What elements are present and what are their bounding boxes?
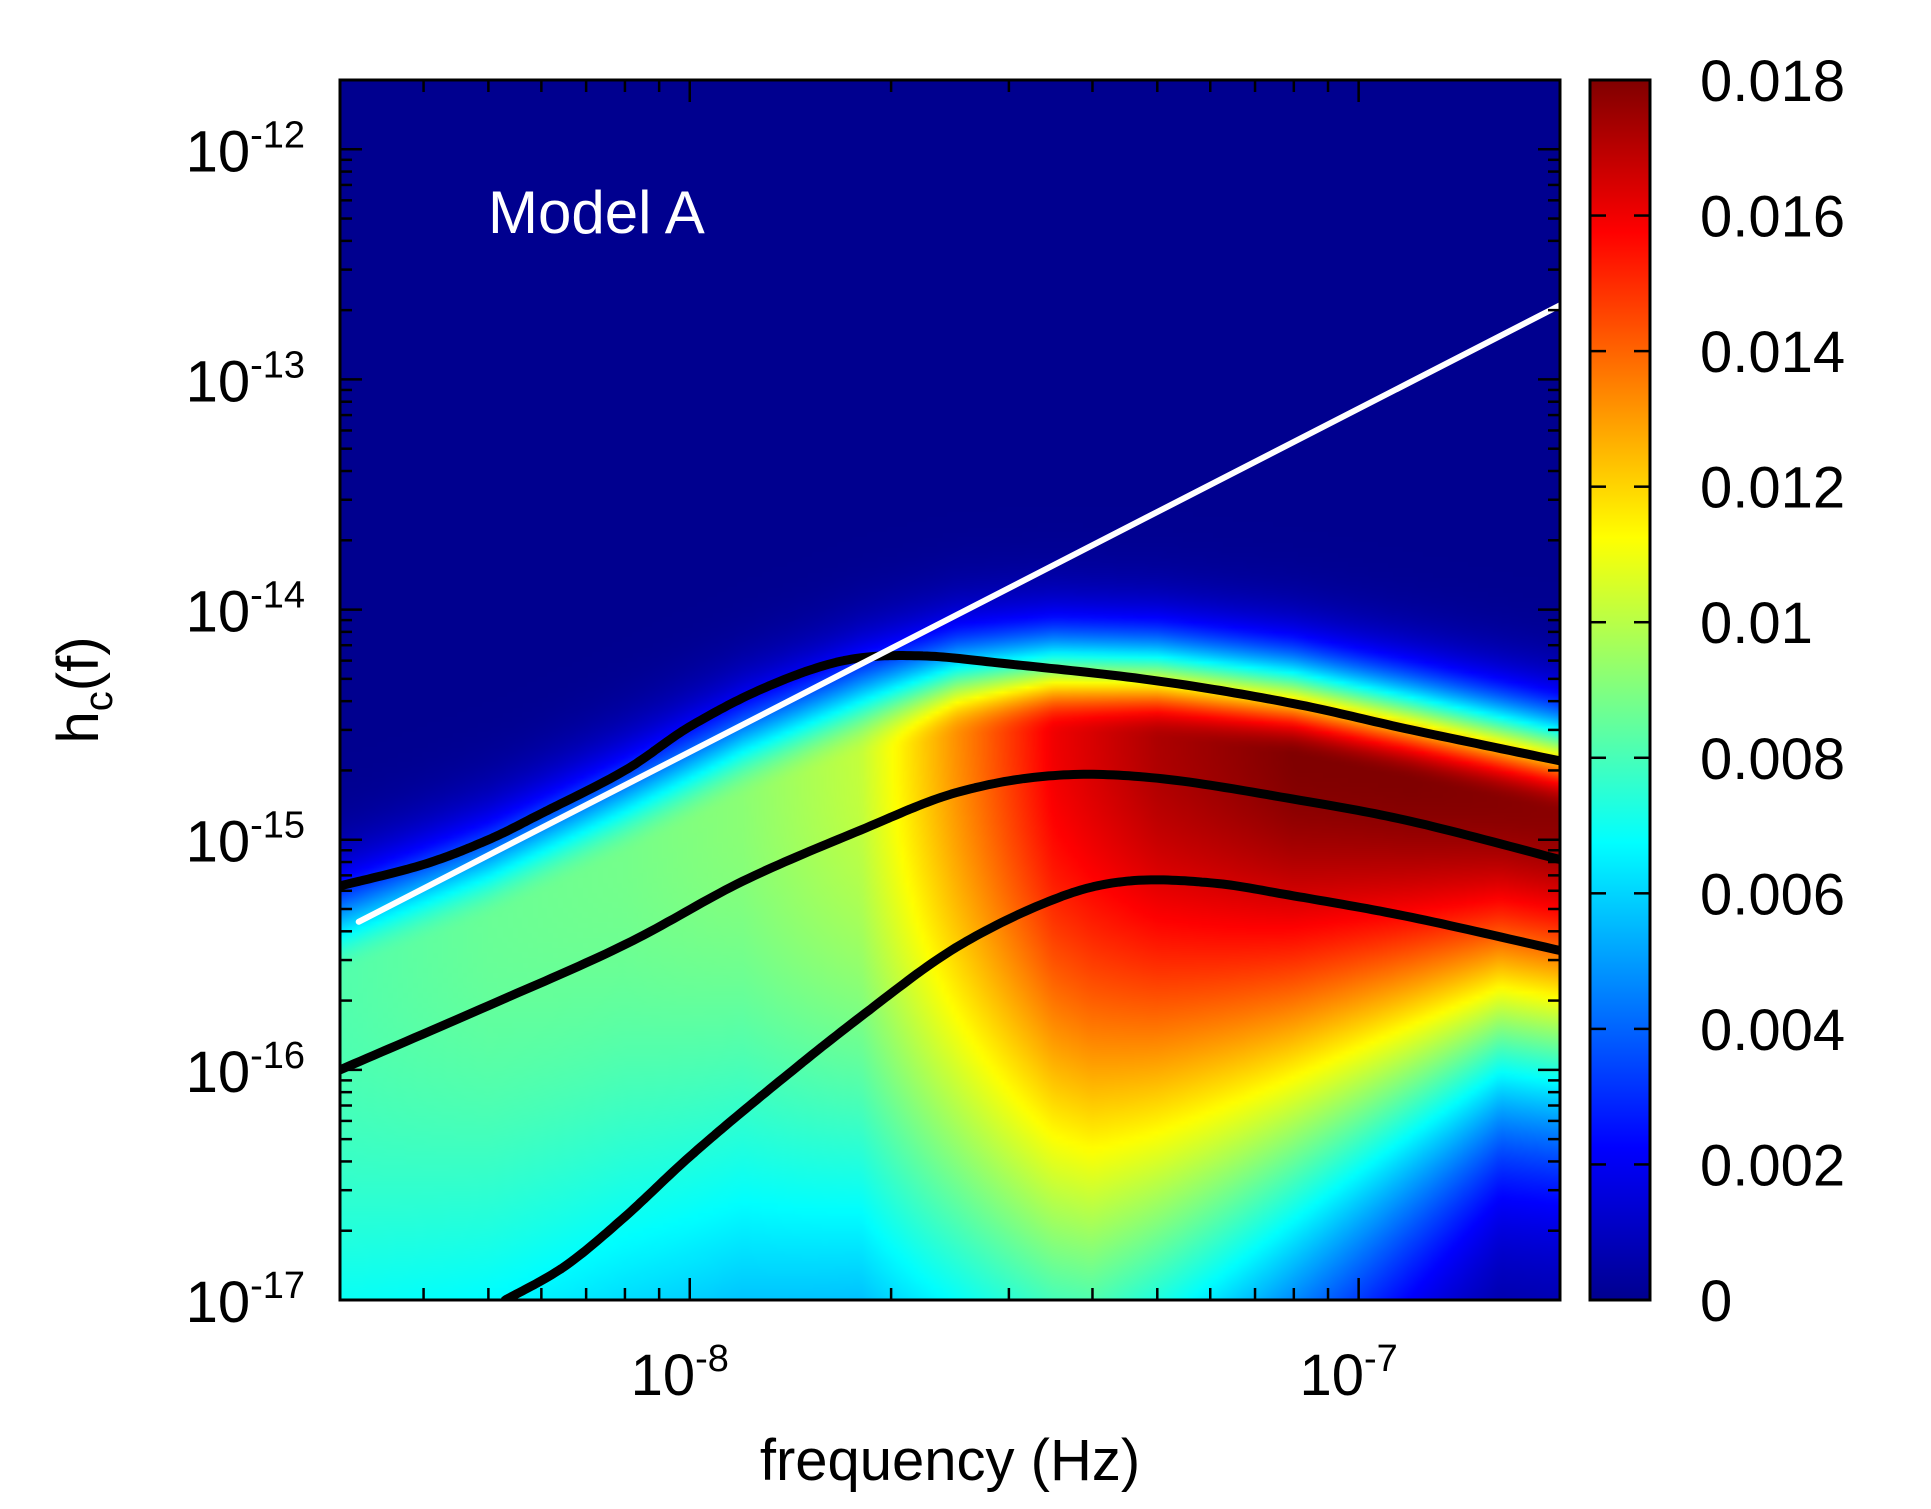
colorbar <box>1588 78 1652 1302</box>
y-tick-label-base: 10 <box>186 1040 251 1105</box>
y-tick-label: 10-13 <box>186 344 305 414</box>
y-axis-label: hc(f) <box>46 636 121 743</box>
curve-sensitivity-line <box>355 302 1560 925</box>
colorbar-tick-label: 0.006 <box>1700 862 1845 927</box>
colorbar-tick-label: 0.002 <box>1700 1133 1845 1198</box>
colorbar-tick-label: 0.018 <box>1700 49 1845 114</box>
colorbar-tick-label: 0 <box>1700 1269 1732 1334</box>
curve-layer <box>340 302 1560 1300</box>
y-tick-label-exponent: -14 <box>250 575 305 617</box>
y-tick-label-base: 10 <box>186 580 251 645</box>
curve-upper-contour <box>340 651 1560 891</box>
x-tick-label: 10-8 <box>631 1338 729 1408</box>
colorbar-tick-label: 0.01 <box>1700 591 1813 656</box>
colorbar-tick-label: 0.016 <box>1700 185 1845 250</box>
x-tick-label: 10-7 <box>1299 1338 1397 1408</box>
curve-lower-contour <box>500 875 1560 1300</box>
y-tick-label-exponent: -13 <box>250 344 305 386</box>
y-tick-label: 10-16 <box>186 1035 305 1105</box>
y-tick-label-base: 10 <box>186 1270 251 1335</box>
y-tick-label-exponent: -16 <box>250 1035 305 1077</box>
curve-median-contour <box>340 769 1560 1075</box>
colorbar-tick-label: 0.004 <box>1700 998 1845 1063</box>
y-tick-label-exponent: -12 <box>250 114 305 156</box>
y-tick-label: 10-17 <box>186 1265 305 1335</box>
y-tick-label: 10-12 <box>186 114 305 184</box>
y-tick-label-base: 10 <box>186 119 251 184</box>
x-tick-label-exponent: -8 <box>695 1338 729 1380</box>
x-tick-label-base: 10 <box>1299 1343 1364 1408</box>
colorbar-tick-label: 0.014 <box>1700 320 1845 385</box>
y-tick-label: 10-15 <box>186 805 305 875</box>
colorbar-ticks <box>1590 78 1650 1302</box>
model-label: Model A <box>488 179 705 246</box>
tick-marks <box>338 78 1562 1302</box>
plot-frame <box>338 78 1562 1302</box>
y-tick-label-base: 10 <box>186 349 251 414</box>
y-axis-label-suffix: (f) <box>46 636 111 691</box>
y-tick-label-exponent: -17 <box>250 1265 305 1307</box>
y-tick-label-exponent: -15 <box>250 805 305 847</box>
y-tick-label: 10-14 <box>186 575 305 645</box>
colorbar-tick-label: 0.012 <box>1700 456 1845 521</box>
y-axis-label-sub: c <box>77 691 121 711</box>
colorbar-tick-label: 0.008 <box>1700 727 1845 792</box>
x-tick-label-exponent: -7 <box>1364 1338 1398 1380</box>
x-axis-label: frequency (Hz) <box>760 1428 1140 1493</box>
heatmap-image <box>340 80 1560 1300</box>
x-tick-label-base: 10 <box>631 1343 696 1408</box>
y-tick-label-base: 10 <box>186 810 251 875</box>
y-axis-label-base: h <box>46 711 111 743</box>
colorbar-labels: 0.018 0.016 0.014 0.012 0.01 0.008 0.006 0.004 0… <box>1700 49 1845 1334</box>
